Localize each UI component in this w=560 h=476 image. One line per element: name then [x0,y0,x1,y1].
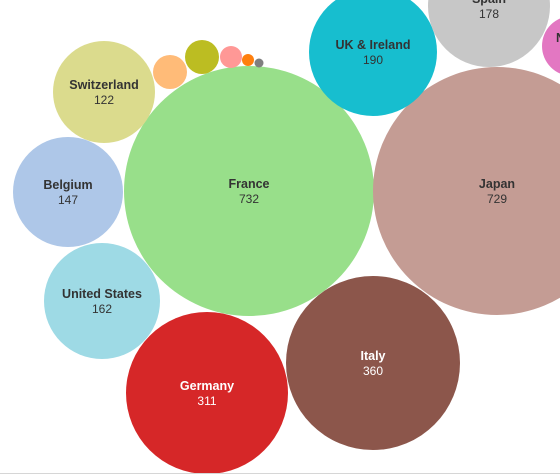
bubble-label-france: France [229,177,270,191]
bubble-value-italy: 360 [363,364,383,378]
bubble-value-switzerland: 122 [94,93,114,107]
bubble-unlabeled-12[interactable] [153,55,187,89]
bubble-japan[interactable] [373,67,560,315]
bubble-value-belgium: 147 [58,193,78,207]
bubble-label-germany: Germany [180,379,234,393]
bubble-belgium[interactable] [13,137,123,247]
bubble-value-germany: 311 [197,394,216,408]
bubble-italy[interactable] [286,276,460,450]
bubble-value-uk-and-ireland: 190 [363,53,383,67]
bubble-label-switzerland: Switzerland [69,78,138,92]
bubble-label-italy: Italy [360,349,385,363]
bubble-value-spain: 178 [479,7,499,21]
bubble-label-uk-and-ireland: UK & Ireland [335,38,410,52]
bubble-value-japan: 729 [487,192,507,206]
bubble-unlabeled-13[interactable] [220,46,242,68]
bottom-divider [0,473,560,474]
bubble-label-japan: Japan [479,177,515,191]
bubble-unlabeled-14[interactable] [242,54,254,66]
bubble-value-france: 732 [239,192,259,206]
bubble-label-belgium: Belgium [43,178,92,192]
bubble-united-states[interactable] [44,243,160,359]
bubble-germany[interactable] [126,312,288,474]
bubble-unlabeled-15[interactable] [254,58,264,68]
bubble-uk-and-ireland[interactable] [309,0,437,116]
bubble-label-n: N [556,31,560,45]
bubble-n[interactable] [542,16,560,76]
bubble-label-spain: Spain [472,0,506,6]
bubble-switzerland[interactable] [53,41,155,143]
bubble-label-united-states: United States [62,287,142,301]
bubble-france[interactable] [124,66,374,316]
bubble-value-united-states: 162 [92,302,112,316]
bubble-spain[interactable] [428,0,550,67]
bubble-unlabeled-11[interactable] [185,40,219,74]
